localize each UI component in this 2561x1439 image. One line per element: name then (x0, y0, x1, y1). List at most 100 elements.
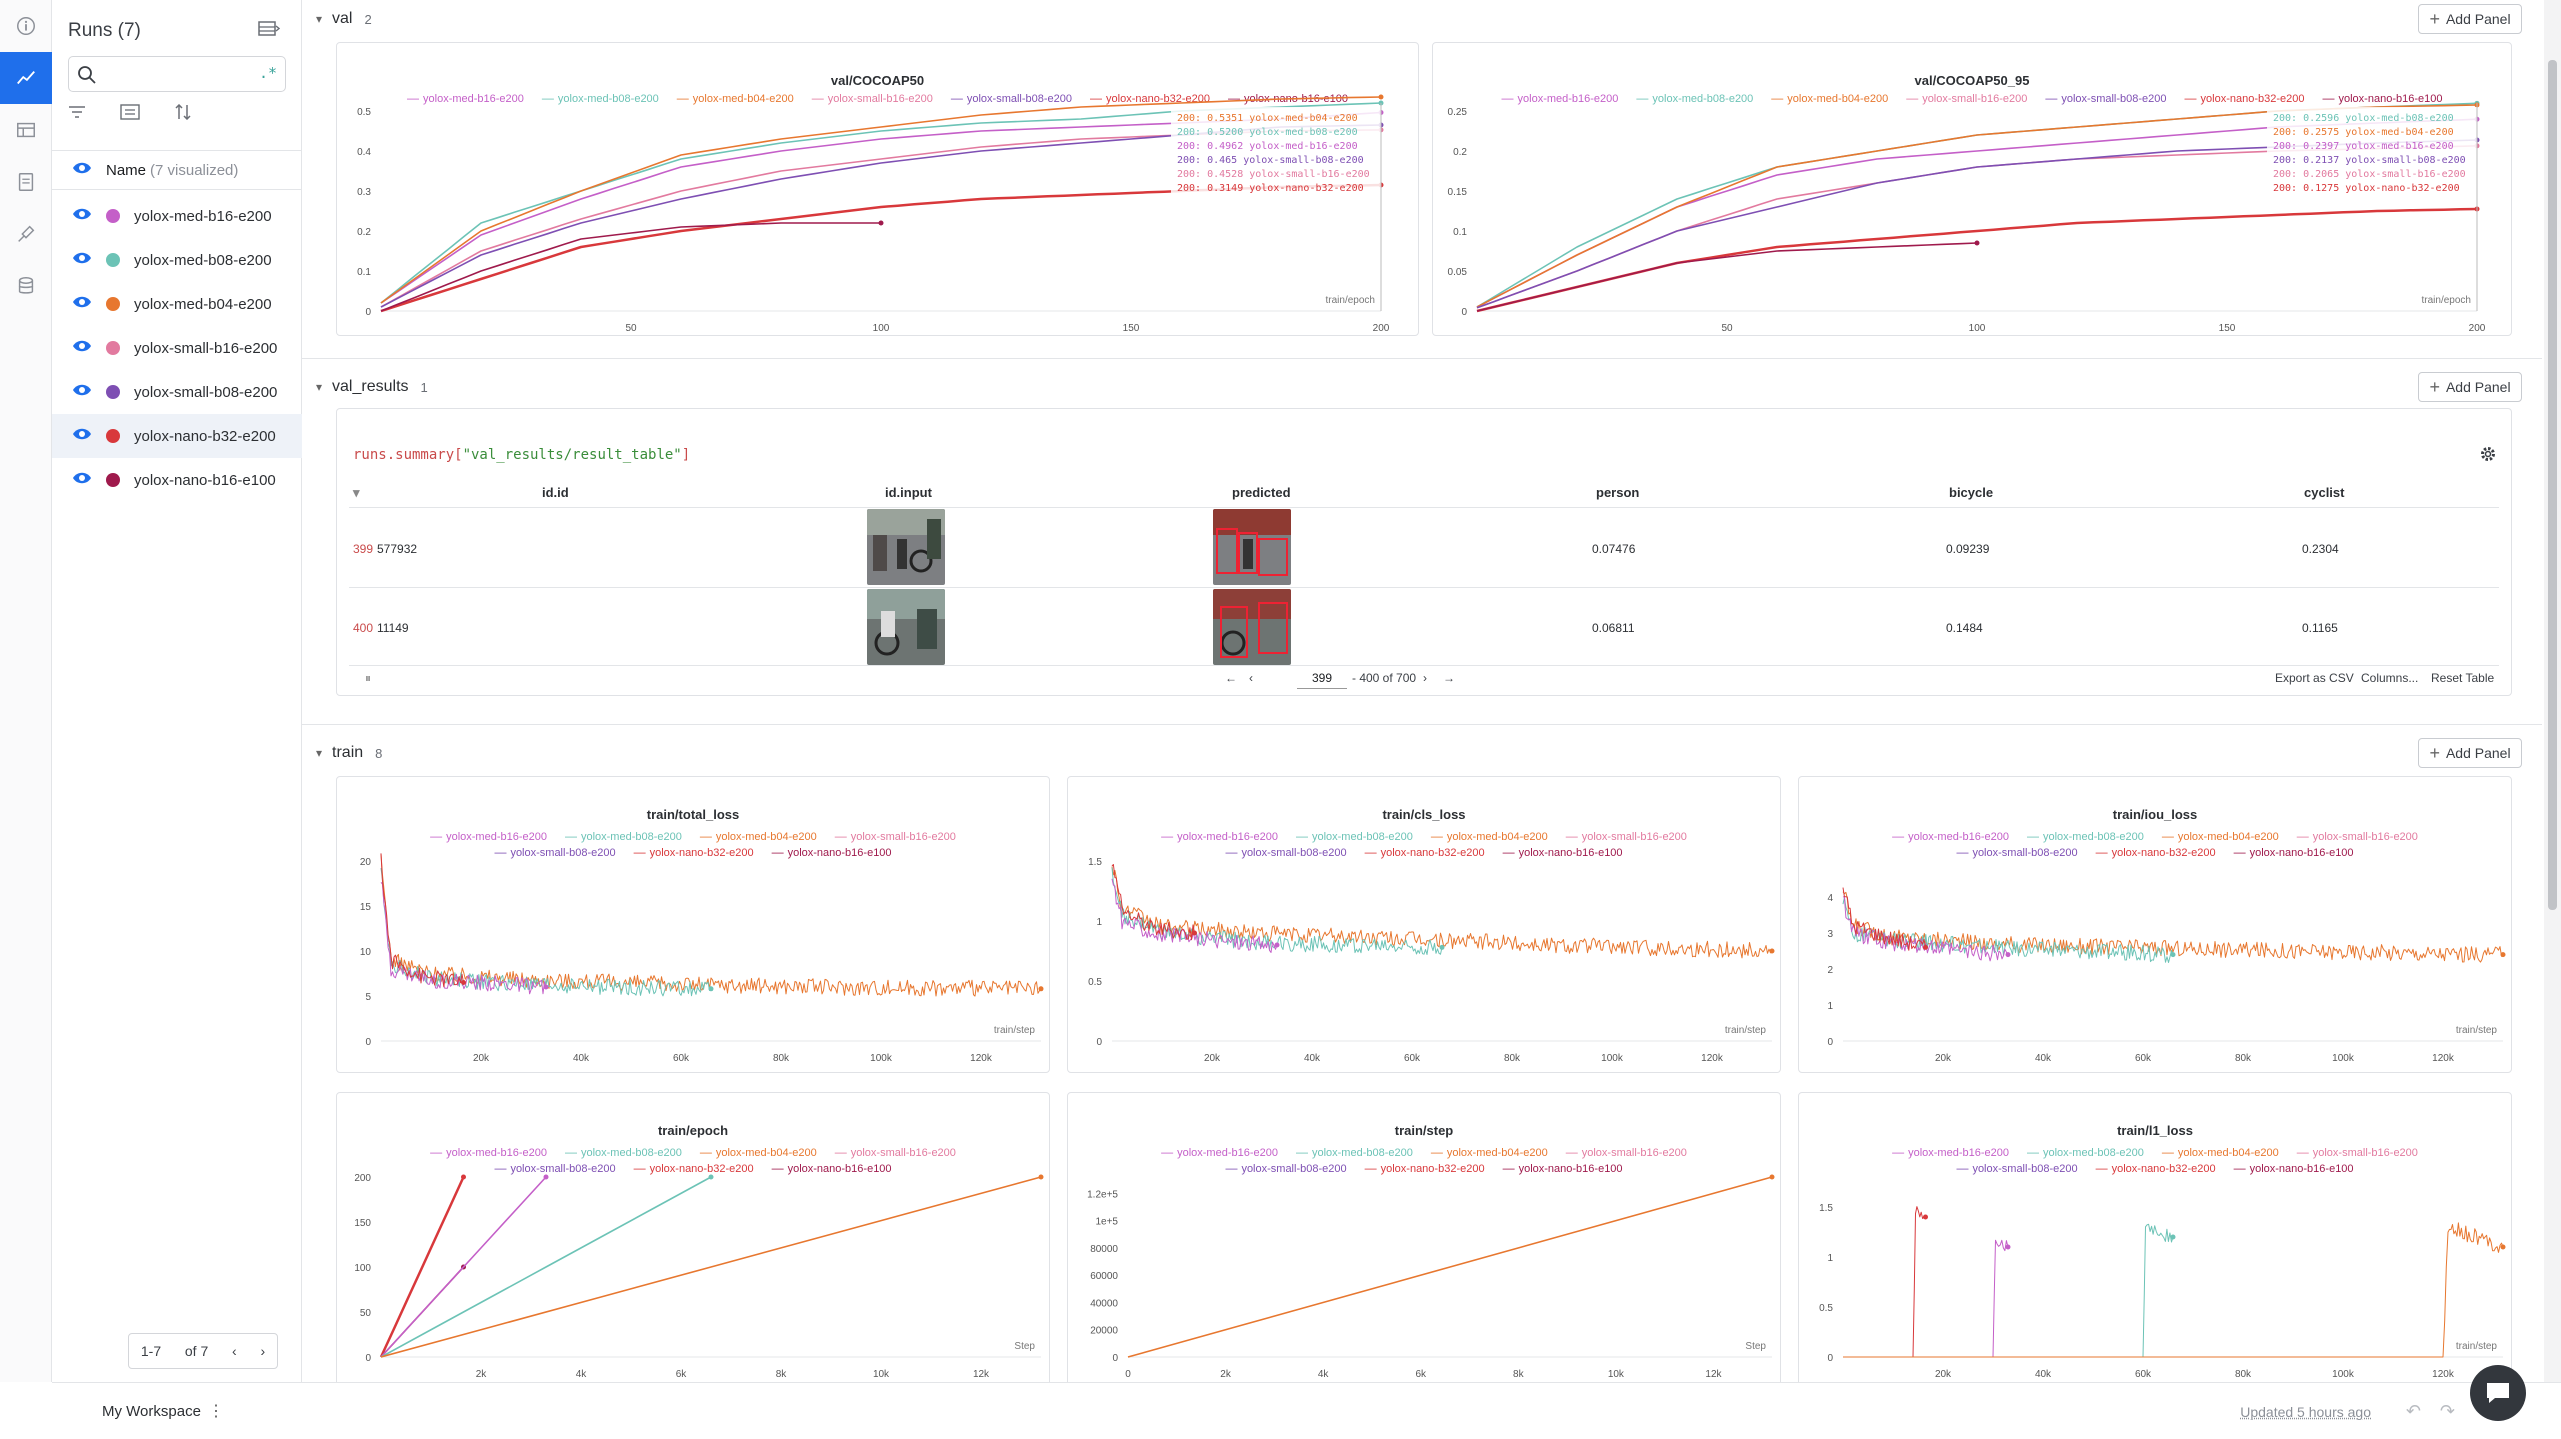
run-item[interactable]: yolox-nano-b16-e100 (52, 458, 302, 502)
chart-svg[interactable]: 0 0.5 1 1.5 20k 40k 60k 80k 100k 120k train/step (1799, 1093, 2511, 1382)
filter-icon[interactable] (68, 104, 86, 125)
legend-entry[interactable]: — yolox-med-b08-e200 (564, 829, 682, 843)
eye-icon[interactable] (72, 427, 92, 445)
series-line[interactable] (380, 1176, 547, 1358)
chevron-down-icon[interactable]: ▾ (316, 12, 323, 26)
run-color-dot[interactable] (106, 209, 120, 223)
page-input[interactable]: 399 (1297, 667, 1347, 689)
run-name[interactable]: yolox-small-b08-e200 (134, 383, 278, 401)
run-color-dot[interactable] (106, 385, 120, 399)
series-line[interactable] (1111, 866, 1773, 959)
predicted-image-thumbnail[interactable] (1213, 509, 1291, 585)
legend-entry[interactable]: — yolox-med-b16-e200 (430, 1145, 547, 1159)
legend-entry[interactable]: — yolox-small-b08-e200 (950, 91, 1073, 105)
legend-entry[interactable]: — yolox-small-b16-e200 (834, 829, 956, 843)
legend-entry[interactable]: — yolox-med-b04-e200 (1771, 91, 1889, 105)
prev-page-icon[interactable]: ‹ (232, 1343, 237, 1359)
run-name[interactable]: yolox-med-b16-e200 (134, 207, 272, 225)
legend-entry[interactable]: — yolox-nano-b16-e100 (1502, 845, 1623, 859)
legend-entry[interactable]: — yolox-med-b08-e200 (2026, 1145, 2144, 1159)
column-header[interactable]: person (1596, 485, 1640, 500)
row-menu-icon[interactable]: ▾ (353, 485, 360, 500)
chart-svg[interactable]: 0 5 10 15 20 20k 40k 60k 80k 100k 120k train/step (337, 777, 1049, 1072)
first-page-icon[interactable]: ← (1225, 671, 1237, 685)
reset-table-button[interactable]: Reset Table (2431, 671, 2495, 685)
input-image-thumbnail[interactable] (867, 589, 945, 665)
run-item[interactable]: yolox-med-b16-e200 (52, 194, 302, 238)
prev-page-icon[interactable]: ‹ (1249, 671, 1253, 685)
chart-svg[interactable]: 0 0.5 1 1.5 20k 40k 60k 80k 100k 120k train/step (1068, 777, 1780, 1072)
series-line[interactable] (380, 222, 881, 312)
legend-entry[interactable]: — yolox-nano-b32-e200 (633, 1161, 754, 1175)
legend-entry[interactable]: — yolox-small-b16-e200 (1565, 1145, 1687, 1159)
run-name[interactable]: yolox-nano-b32-e200 (134, 427, 276, 445)
chart-svg[interactable]: 0 0.05 0.1 0.15 0.2 0.25 50 100 150 200 train/epoc… (1433, 43, 2511, 335)
scrollbar-thumb[interactable] (2548, 60, 2557, 910)
table-query[interactable]: runs.summary["val_results/result_table"] (353, 447, 691, 463)
legend-entry[interactable]: — yolox-med-b16-e200 (1161, 829, 1278, 843)
eye-icon[interactable] (72, 383, 92, 401)
legend-entry[interactable]: — yolox-small-b08-e200 (494, 1161, 616, 1175)
redo-icon[interactable]: ↷ (2439, 1401, 2455, 1421)
group-icon[interactable] (120, 104, 140, 125)
add-panel-button[interactable]: + Add Panel (2418, 738, 2522, 768)
run-name[interactable]: yolox-med-b04-e200 (134, 295, 272, 313)
series-line[interactable] (1127, 1176, 1773, 1358)
column-header[interactable]: id.input (885, 485, 932, 500)
add-panel-button[interactable]: + Add Panel (2418, 4, 2522, 34)
series-line[interactable] (1111, 878, 1278, 953)
column-header[interactable]: id.id (542, 485, 569, 500)
legend-entry[interactable]: — yolox-small-b08-e200 (1225, 1161, 1347, 1175)
run-item[interactable]: yolox-small-b16-e200 (52, 326, 302, 370)
legend-entry[interactable]: — yolox-small-b16-e200 (2296, 829, 2418, 843)
panel-train-step[interactable]: train/step — yolox-med-b16-e200— yolox-med-… (1067, 1092, 1781, 1382)
table-icon[interactable] (0, 104, 52, 156)
eye-icon[interactable] (72, 339, 92, 357)
row-index[interactable]: 399 (353, 542, 374, 556)
legend-entry[interactable]: — yolox-med-b08-e200 (564, 1145, 682, 1159)
run-color-dot[interactable] (106, 253, 120, 267)
section-val-header[interactable]: ▾ val 2 (316, 4, 372, 34)
series-line[interactable] (380, 853, 1042, 997)
series-line[interactable] (1111, 864, 1195, 941)
series-line[interactable] (380, 183, 1382, 313)
run-item[interactable]: yolox-small-b08-e200 (52, 370, 302, 414)
row-index[interactable]: 400 (353, 621, 374, 635)
series-line[interactable] (379, 1176, 465, 1358)
run-item[interactable]: yolox-med-b08-e200 (52, 238, 302, 282)
eye-icon[interactable] (72, 207, 92, 225)
series-line[interactable] (1842, 897, 2174, 963)
page-range-select[interactable]: 1-7 (140, 1343, 162, 1359)
legend-entry[interactable]: — yolox-nano-b16-e100 (771, 845, 892, 859)
legend-entry[interactable]: — yolox-nano-b32-e200 (633, 845, 754, 859)
chart-svg[interactable]: 0 0.1 0.2 0.3 0.4 0.5 50 100 150 200 train/epoch 20… (337, 43, 1418, 335)
chart-svg[interactable]: 0 50 100 150 200 2k 4k 6k 8k 10k 12k Step (337, 1093, 1049, 1382)
series-line[interactable] (1842, 891, 2504, 963)
series-line[interactable] (1843, 1206, 1926, 1358)
run-color-dot[interactable] (106, 297, 120, 311)
legend-entry[interactable]: — yolox-small-b08-e200 (494, 845, 616, 859)
series-line[interactable] (380, 853, 464, 988)
series-line[interactable] (1842, 887, 1926, 951)
legend-entry[interactable]: — yolox-med-b16-e200 (1892, 829, 2009, 843)
legend-entry[interactable]: — yolox-med-b04-e200 (676, 91, 794, 105)
run-item[interactable]: yolox-med-b04-e200 (52, 282, 302, 326)
legend-entry[interactable]: — yolox-nano-b16-e100 (1502, 1161, 1623, 1175)
series-line[interactable] (380, 1176, 712, 1358)
legend-entry[interactable]: — yolox-nano-b32-e200 (2095, 845, 2216, 859)
reports-icon[interactable] (0, 156, 52, 208)
column-header[interactable]: predicted (1232, 485, 1291, 500)
legend-entry[interactable]: — yolox-small-b16-e200 (834, 1145, 956, 1159)
undo-icon[interactable]: ↶ (2405, 1401, 2421, 1421)
export-csv-button[interactable]: Export as CSV (2275, 671, 2354, 685)
series-line[interactable] (380, 1176, 1042, 1358)
legend-entry[interactable]: — yolox-nano-b32-e200 (1364, 1161, 1485, 1175)
legend-entry[interactable]: — yolox-small-b08-e200 (1225, 845, 1347, 859)
column-header[interactable]: bicycle (1949, 485, 1994, 500)
run-name[interactable]: yolox-nano-b16-e100 (134, 471, 276, 489)
legend-entry[interactable]: — yolox-med-b08-e200 (1295, 1145, 1413, 1159)
panel-train-epoch[interactable]: train/epoch — yolox-med-b16-e200— yolox-med… (336, 1092, 1050, 1382)
panel-train-cls-loss[interactable]: train/cls_loss — yolox-med-b16-e200— yolox-… (1067, 776, 1781, 1073)
legend-entry[interactable]: — yolox-small-b16-e200 (811, 91, 933, 105)
legend-entry[interactable]: — yolox-med-b08-e200 (1295, 829, 1413, 843)
